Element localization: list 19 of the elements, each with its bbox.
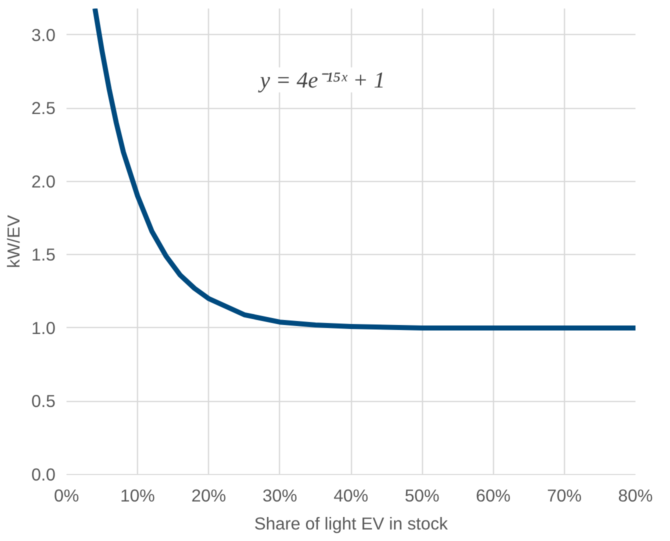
x-tick-label: 50% xyxy=(404,486,440,506)
annotation: y = 4e⁻¹⁵ˣ + 1 xyxy=(258,67,386,92)
x-tick-label: 60% xyxy=(476,486,511,506)
y-tick-label: 2.0 xyxy=(31,171,56,192)
x-tick-label: 70% xyxy=(547,486,582,506)
x-tick-label: 10% xyxy=(120,486,155,506)
y-tick-label: 3.0 xyxy=(31,24,56,45)
y-axis-title: kW/EV xyxy=(3,214,24,268)
x-tick-label: 30% xyxy=(262,486,298,506)
y-tick-label: 2.5 xyxy=(31,98,56,118)
x-tick-label: 20% xyxy=(191,486,226,506)
x-tick-label: 80% xyxy=(618,486,653,506)
x-tick-label: 0% xyxy=(54,486,80,506)
y-tick-label: 0.0 xyxy=(31,464,56,484)
x-tick-label: 40% xyxy=(334,486,368,506)
y-tick-label: 0.5 xyxy=(31,391,56,412)
y-tick-label: 1.0 xyxy=(31,318,56,338)
y-tick-label: 1.5 xyxy=(31,244,56,265)
x-axis-title: Share of light EV in stock xyxy=(254,514,448,534)
